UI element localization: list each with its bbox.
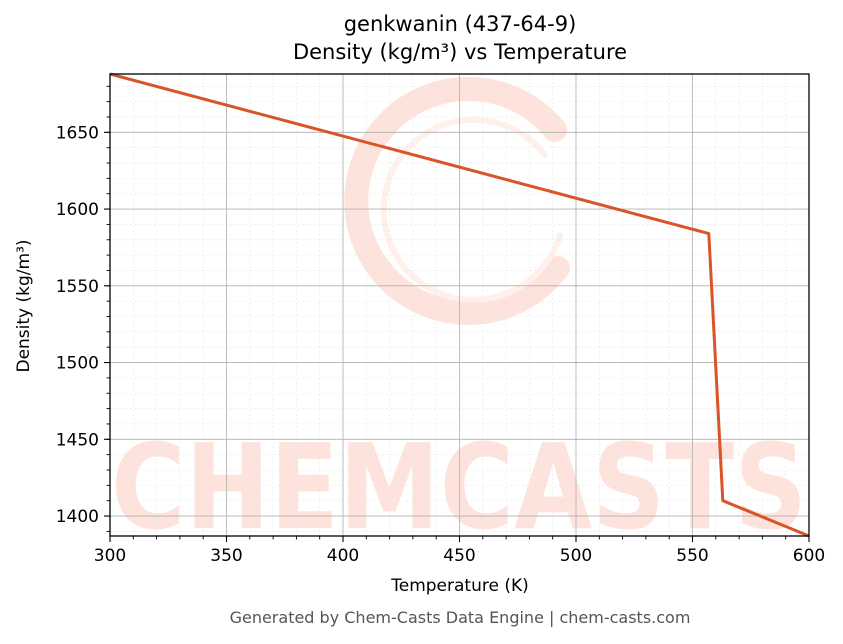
x-tick-label: 300 [94, 546, 126, 566]
x-tick-label: 450 [443, 546, 475, 566]
x-tick-label: 500 [560, 546, 592, 566]
x-tick-label: 350 [210, 546, 242, 566]
x-tick-label: 550 [676, 546, 708, 566]
watermark: CHEMCASTS [111, 76, 807, 556]
y-tick-label: 1500 [56, 354, 99, 374]
y-tick-label: 1650 [56, 123, 99, 143]
tick-marks [104, 85, 810, 542]
series-layer [109, 72, 810, 538]
x-axis-label: Temperature (K) [391, 576, 529, 596]
y-tick-label: 1450 [56, 430, 99, 450]
y-tick-label: 1550 [56, 277, 99, 297]
x-tick-label: 600 [793, 546, 825, 566]
chart-subtitle: Density (kg/m³) vs Temperature [292, 40, 628, 64]
y-axis-label: Density (kg/m³) [14, 239, 34, 373]
watermark-text: CHEMCASTS [111, 418, 807, 556]
x-tick-label: 400 [327, 546, 359, 566]
y-tick-label: 1600 [56, 200, 99, 220]
chart-title: genkwanin (437-64-9) [343, 12, 577, 36]
footer-credit: Generated by Chem-Casts Data Engine | ch… [229, 608, 691, 627]
x-tick-labels: 300 350 400 450 500 550 600 [94, 546, 825, 566]
y-tick-labels: 1400 1450 1500 1550 1600 1650 [56, 123, 99, 527]
y-tick-label: 1400 [56, 507, 99, 527]
density-series-line [109, 72, 810, 538]
